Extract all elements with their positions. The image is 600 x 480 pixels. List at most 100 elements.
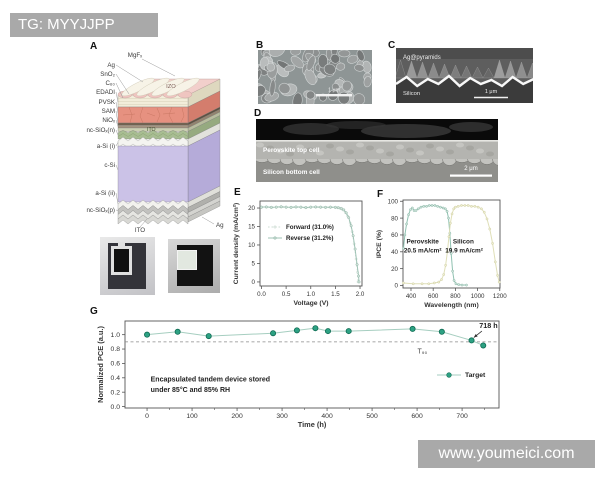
scale-bar — [450, 174, 492, 177]
x-tick-label: 0.5 — [282, 291, 291, 298]
mgf-roll — [166, 77, 200, 97]
label-leader-line — [115, 129, 119, 136]
data-point-marker — [444, 263, 447, 267]
y-tick-label: 20 — [248, 205, 255, 212]
chart-jv-curve: 0.0 0.5 1.0 1.5 2.0 0 5 10 15 20 Voltage (V) Curren… — [233, 200, 365, 307]
data-point-marker — [264, 205, 268, 209]
data-point-marker — [441, 206, 445, 210]
stack-layer-label: NiOₓ — [102, 117, 116, 124]
x-tick-label: 1.5 — [331, 291, 340, 298]
sem-grain — [305, 90, 316, 100]
y-tick-label: 0.6 — [111, 361, 121, 368]
stack-layer-label: a-Si (i) — [97, 143, 115, 150]
label-leader-line — [115, 110, 119, 125]
data-point-marker — [493, 260, 497, 264]
perovskite-texture — [266, 145, 274, 151]
pvsk-grain-line — [122, 113, 136, 116]
data-point-marker — [485, 217, 489, 221]
stack-layer — [117, 145, 189, 203]
sem-grain — [317, 54, 329, 69]
x-axis-label: Wavelength (nm) — [424, 302, 479, 309]
pvsk-grain-line — [180, 107, 185, 123]
y-tick-label: 10 — [248, 242, 255, 249]
silicon-bottom-cell-region — [256, 159, 498, 182]
annotation-text: Perovskite — [406, 238, 439, 245]
sem-top-band — [396, 48, 533, 59]
panel-a-label: A — [90, 41, 98, 52]
annotation-text: 20.5 mA/cm² — [404, 248, 442, 255]
sem-grain — [325, 50, 333, 61]
sem-grain — [284, 64, 295, 72]
chart-ipce-spectra: 400 600 800 1000 1200 0 20 40 60 80 100 Wavelength … — [376, 198, 507, 309]
x-tick-label: 600 — [428, 293, 439, 300]
label-leader-line — [115, 209, 119, 211]
background-smudge — [449, 122, 493, 132]
data-point-marker — [314, 205, 318, 209]
data-point-marker — [312, 325, 319, 332]
perovskite-texture — [386, 151, 394, 157]
data-point-marker — [419, 205, 423, 209]
data-point-marker — [270, 330, 277, 337]
data-point-marker — [324, 205, 327, 209]
stack-layer-label: a-Si (ii) — [95, 190, 115, 197]
data-point-marker — [446, 250, 449, 254]
annotation-text: 718 h — [479, 321, 497, 330]
x-tick-label: 400 — [406, 293, 417, 300]
tandem-stack-illustration: MgFₓ Ag SnO₂ C₆₀ EDADI PVSK SAM NiOₓ nc-SiOₓ(n) a… — [86, 52, 224, 234]
data-point-marker — [345, 328, 352, 335]
watermark-tag-text: TG: MYYJJPP — [18, 16, 115, 33]
data-point-marker — [174, 328, 181, 335]
data-point-marker — [450, 212, 454, 216]
pyramid-facet — [396, 59, 407, 79]
pvsk-grain-line — [139, 106, 144, 124]
panel-c-sem-image: Ag@pyramids Silicon 1 μm — [396, 48, 533, 103]
y-axis-label: Normalized PCE (a.u.) — [96, 326, 105, 403]
ito-zigzag-texture — [117, 133, 189, 137]
data-point-marker — [449, 221, 452, 225]
stack-layer-label: SAM — [102, 108, 115, 115]
y-tick-label: 80 — [391, 215, 398, 222]
data-point-marker — [465, 283, 468, 287]
perovskite-texture — [256, 142, 264, 148]
y-tick-label: 40 — [391, 249, 398, 256]
label-leader-line — [115, 73, 130, 95]
data-point-marker — [444, 207, 447, 211]
sem-grain — [269, 50, 286, 57]
data-point-marker — [427, 282, 431, 286]
pyramid-facet — [482, 67, 495, 79]
data-point-marker — [436, 204, 439, 208]
perovskite-texture — [326, 143, 334, 149]
x-axis-label: Time (h) — [298, 420, 327, 429]
perovskite-texture — [466, 145, 474, 151]
pyramid-facet — [405, 60, 418, 79]
sem-grain — [258, 69, 262, 82]
plot-frame — [124, 320, 500, 409]
y-tick-label: 0.8 — [111, 346, 121, 353]
data-point-marker — [351, 234, 355, 238]
perovskite-texture — [416, 150, 424, 156]
pyramid-facet — [427, 62, 440, 79]
pyramid-facet — [526, 62, 533, 79]
data-point-marker — [454, 282, 458, 286]
pvsk-grain-line — [128, 106, 133, 124]
data-point-marker — [279, 205, 283, 209]
device-photo-back-pad — [177, 250, 197, 270]
data-point-marker — [420, 282, 424, 286]
data-point-marker — [447, 216, 450, 220]
data-point-marker — [319, 205, 323, 209]
data-point-marker — [496, 274, 499, 277]
data-point-marker — [411, 282, 415, 286]
pyramid-facet — [449, 64, 462, 79]
data-point-marker — [324, 328, 331, 335]
data-point-marker — [144, 331, 151, 338]
x-tick-label: 1000 — [471, 293, 485, 300]
stack-layer-label: C₆₀ — [105, 80, 115, 87]
perovskite-texture — [286, 151, 294, 157]
label-leader-line — [115, 142, 119, 147]
data-point-marker — [299, 205, 303, 209]
sem-grain — [341, 80, 352, 92]
data-point-marker — [447, 235, 451, 238]
stack-layer-label: Ag — [107, 62, 115, 69]
data-point-marker — [432, 281, 436, 285]
